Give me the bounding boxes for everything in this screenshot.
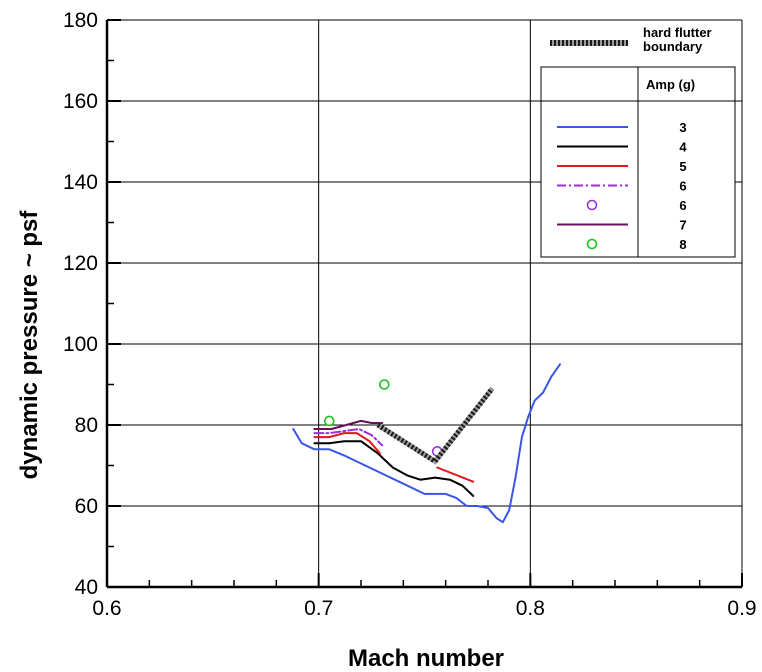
series-line-3	[292, 363, 561, 524]
series-marker-8	[323, 415, 335, 427]
legend-label: 5	[679, 159, 686, 174]
boundary-hatch	[376, 387, 495, 465]
legend-header: Amp (g)	[646, 77, 695, 92]
tick-layer: 0.6 0.7 0.8 0.9 40 60 80 100 120 140 160 180	[63, 9, 757, 620]
legend-label: 3	[679, 120, 686, 135]
y-axis-title: dynamic pressure ~ psf	[16, 210, 43, 480]
series-line-5	[436, 466, 475, 483]
legend-label: 7	[679, 218, 686, 233]
x-tick-label: 0.7	[304, 597, 333, 620]
series-marker-8	[378, 379, 390, 390]
legend: Amp (g) 3 4 5 6 6 7 8	[540, 66, 736, 258]
legend-swatch-marker-6	[586, 199, 598, 211]
grid-lines	[107, 20, 742, 587]
series-layer	[292, 363, 561, 524]
y-tick-label: 160	[63, 90, 98, 113]
y-tick-label: 60	[75, 495, 98, 518]
y-tick-label: 80	[75, 414, 98, 437]
x-tick-label: 0.9	[727, 597, 756, 620]
series-line-6	[313, 428, 384, 447]
legend-label: 6	[679, 179, 686, 194]
legend-label: 8	[679, 237, 686, 252]
boundary-legend-label: boundary	[643, 39, 703, 54]
y-tick-label: 140	[63, 171, 98, 194]
y-tick-label: 100	[63, 333, 98, 356]
legend-swatch-marker-8	[586, 238, 598, 250]
x-tick-label: 0.8	[516, 597, 545, 620]
series-line-7	[313, 419, 384, 430]
y-tick-label: 180	[63, 9, 98, 32]
y-tick-label: 120	[63, 252, 98, 275]
x-axis-title: Mach number	[348, 645, 504, 672]
legend-label: 4	[679, 140, 687, 155]
y-tick-label: 40	[75, 576, 98, 599]
flutter-boundary	[376, 387, 495, 465]
x-tick-label: 0.6	[92, 597, 121, 620]
boundary-legend-label: hard flutter	[643, 25, 712, 40]
series-line-5	[313, 432, 381, 455]
legend-label: 6	[679, 198, 686, 213]
series-line-4	[313, 440, 475, 497]
